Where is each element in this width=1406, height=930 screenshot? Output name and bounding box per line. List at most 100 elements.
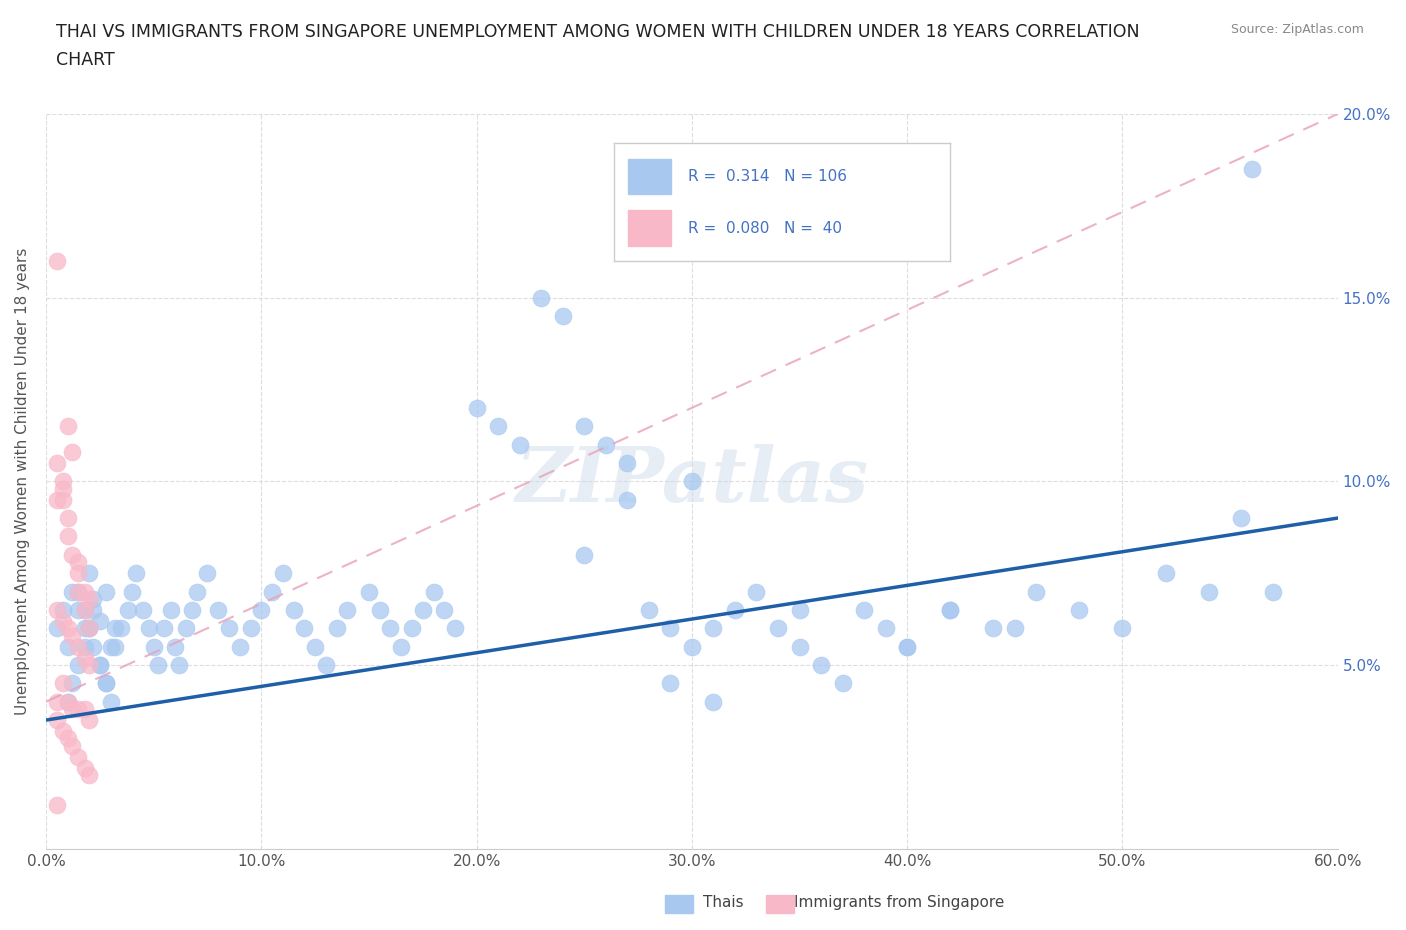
Point [52, 481, 75, 496]
Point [67, 565, 90, 580]
Point [67, 554, 90, 569]
Point [67, 750, 90, 764]
Point [52, 724, 75, 738]
Point [56, 529, 79, 544]
Point [896, 639, 918, 654]
Point [104, 639, 127, 654]
Point [595, 437, 617, 452]
Point [56, 639, 79, 654]
Point [186, 584, 208, 599]
Point [45, 712, 67, 727]
Point [56, 695, 79, 710]
Point [56, 731, 79, 746]
Point [250, 603, 273, 618]
Point [412, 603, 434, 618]
Point [197, 565, 219, 580]
Point [45, 621, 67, 636]
Point [939, 603, 962, 618]
Point [745, 584, 768, 599]
Point [60, 628, 83, 643]
Point [56, 621, 79, 636]
Point [981, 621, 1004, 636]
Point [77, 712, 100, 727]
Point [530, 290, 553, 305]
Point [336, 603, 359, 618]
Point [52, 614, 75, 629]
Point [271, 565, 294, 580]
Point [110, 621, 132, 636]
Point [100, 695, 122, 710]
Y-axis label: Unemployment Among Women with Children Under 18 years: Unemployment Among Women with Children U… [15, 247, 30, 715]
Text: THAI VS IMMIGRANTS FROM SINGAPORE UNEMPLOYMENT AMONG WOMEN WITH CHILDREN UNDER 1: THAI VS IMMIGRANTS FROM SINGAPORE UNEMPL… [56, 23, 1140, 41]
Point [67, 639, 90, 654]
Point [52, 676, 75, 691]
Point [67, 584, 90, 599]
Point [52, 474, 75, 489]
Point [465, 401, 488, 416]
Point [138, 621, 160, 636]
Point [117, 603, 139, 618]
Point [160, 603, 183, 618]
Point [260, 584, 283, 599]
Point [181, 603, 204, 618]
Point [574, 548, 596, 563]
Point [389, 639, 412, 654]
Point [73, 701, 96, 716]
Point [1154, 565, 1177, 580]
Point [73, 650, 96, 665]
Point [56, 511, 79, 525]
Point [153, 621, 176, 636]
Point [1025, 584, 1047, 599]
Point [789, 603, 811, 618]
Point [67, 603, 90, 618]
Point [165, 639, 187, 654]
Point [702, 621, 724, 636]
Point [52, 603, 75, 618]
Point [89, 614, 111, 629]
Point [574, 418, 596, 433]
Point [82, 603, 104, 618]
Point [810, 658, 832, 672]
Point [77, 621, 100, 636]
Point [304, 639, 326, 654]
Point [1069, 603, 1091, 618]
Text: Thais: Thais [703, 895, 744, 910]
Point [60, 584, 83, 599]
Point [100, 639, 122, 654]
Point [831, 676, 853, 691]
Point [60, 676, 83, 691]
Point [422, 584, 444, 599]
Point [52, 492, 75, 507]
Point [77, 621, 100, 636]
Point [89, 658, 111, 672]
Point [96, 676, 118, 691]
Point [60, 738, 83, 753]
Text: Immigrants from Singapore: Immigrants from Singapore [794, 895, 1005, 910]
Point [875, 621, 897, 636]
Point [73, 584, 96, 599]
Point [60, 445, 83, 459]
Point [60, 701, 83, 716]
Point [789, 639, 811, 654]
Point [315, 658, 337, 672]
Point [45, 456, 67, 471]
Point [169, 658, 191, 672]
Point [283, 603, 305, 618]
Point [766, 621, 789, 636]
Point [77, 658, 100, 672]
Point [444, 621, 467, 636]
Point [1230, 511, 1253, 525]
Point [121, 584, 143, 599]
Point [67, 701, 90, 716]
Point [616, 456, 638, 471]
Text: CHART: CHART [56, 51, 115, 69]
Point [45, 797, 67, 812]
Point [73, 603, 96, 618]
Point [73, 761, 96, 776]
Point [45, 492, 67, 507]
Point [1198, 584, 1220, 599]
Point [77, 591, 100, 606]
Point [45, 603, 67, 618]
Text: Source: ZipAtlas.com: Source: ZipAtlas.com [1230, 23, 1364, 36]
Point [96, 584, 118, 599]
